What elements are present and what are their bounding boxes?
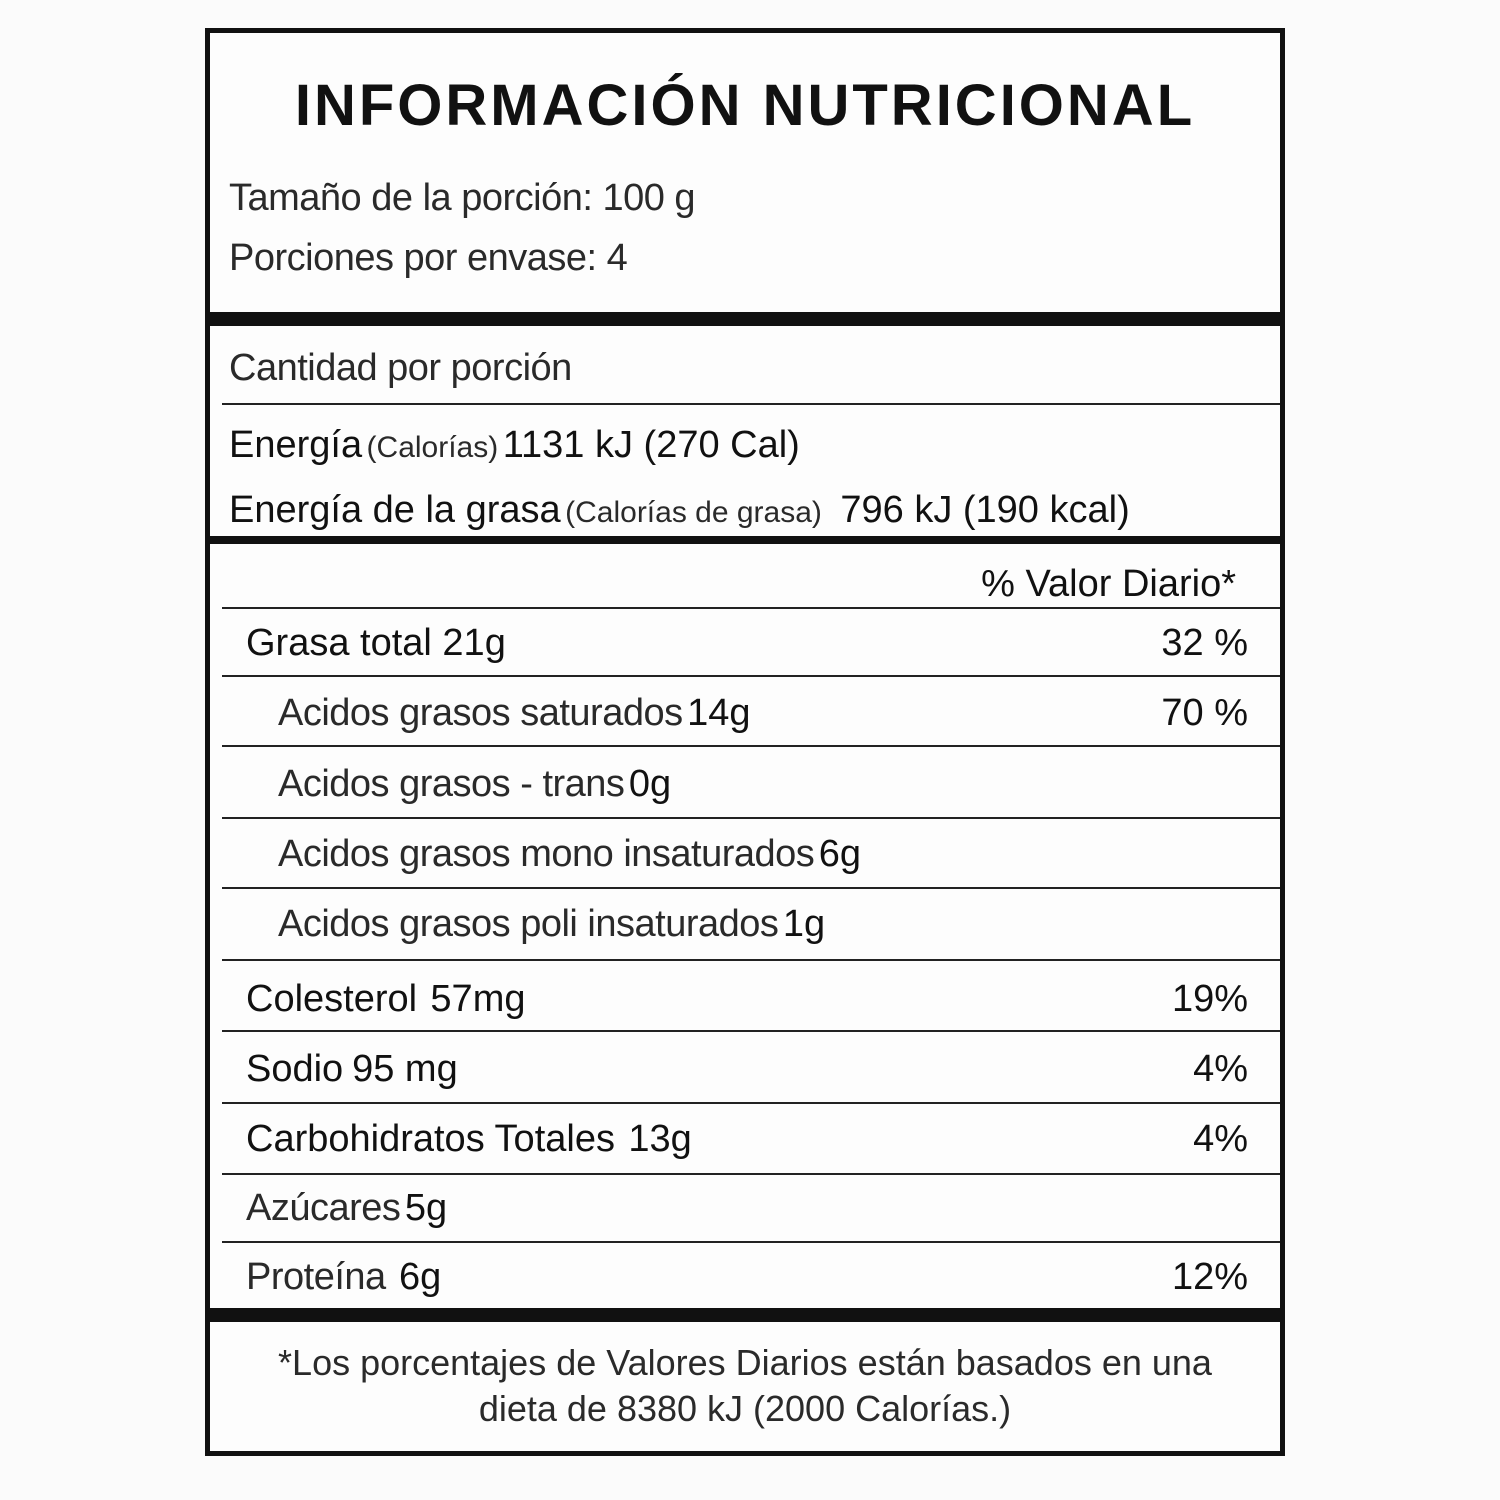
nutrient-row-cholesterol: Colesterol 57mg 19% [222,965,1248,1033]
nutrient-amount: 13g [628,1117,692,1160]
divider [222,817,1280,819]
nutrient-label: Acidos grasos saturados [278,691,683,734]
nutrient-amount: 5g [404,1186,448,1229]
nutrient-pct: 4% [1193,1117,1248,1160]
nutrient-row-mono: Acidos grasos mono insaturados 6g [222,820,1248,888]
nutrient-pct: 12% [1171,1255,1248,1298]
fat-energy-sub: (Calorías de grasa) [565,496,822,529]
nutrient-label: Proteína [246,1255,386,1298]
nutrient-row-saturated: Acidos grasos saturados 14g 70 % [222,679,1248,747]
nutrient-row-poly: Acidos grasos poli insaturados 1g [222,890,1248,958]
nutrition-label-frame [205,28,1285,1456]
divider [222,1030,1280,1032]
divider [222,887,1280,889]
divider [222,745,1280,747]
nutrient-row-sodium: Sodio 95 mg 4% [222,1035,1248,1103]
serving-size: Tamaño de la porción: 100 g [229,177,696,219]
nutrient-label: Carbohidratos Totales [246,1117,615,1160]
nutrient-label: Colesterol [246,977,418,1020]
divider [222,607,1280,609]
energy-sub: (Calorías) [366,431,499,464]
nutrient-amount: 6g [818,832,862,875]
nutrient-row-carbs: Carbohidratos Totales 13g 4% [222,1105,1248,1173]
fat-energy-row: Energía de la grasa (Calorías de grasa) … [229,489,1130,532]
divider [222,1173,1280,1175]
nutrient-amount: 95 mg [352,1047,458,1090]
footnote-line-2: dieta de 8380 kJ (2000 Calorías.) [478,1388,1012,1429]
divider-thick [205,1308,1285,1322]
nutrient-amount: 6g [399,1255,442,1298]
nutrient-pct: 4% [1193,1047,1248,1090]
divider [222,1241,1280,1243]
nutrient-pct: 70 % [1161,691,1248,734]
fat-energy-value: 796 kJ (190 kcal) [840,489,1130,531]
nutrient-label: Acidos grasos - trans [278,762,625,805]
fat-energy-label: Energía de la grasa [229,489,561,531]
nutrient-pct: 19% [1171,977,1248,1020]
nutrient-label: Acidos grasos mono insaturados [278,832,815,875]
divider-thick [205,312,1285,326]
divider [222,403,1280,405]
nutrient-label: Grasa total 21g [246,621,506,664]
divider-thick [205,536,1285,544]
footnote: *Los porcentajes de Valores Diarios está… [205,1340,1285,1432]
nutrient-row-total-fat: Grasa total 21g 32 % [222,609,1248,677]
footnote-line-1: *Los porcentajes de Valores Diarios está… [278,1342,1212,1383]
nutrient-label: Acidos grasos poli insaturados [278,902,779,945]
nutrient-amount: 14g [687,691,751,734]
divider [222,959,1280,961]
energy-row: Energía (Calorías) 1131 kJ (270 Cal) [229,424,800,467]
nutrient-label: Azúcares [246,1186,401,1229]
servings-per-container: Porciones por envase: 4 [229,237,628,279]
nutrient-pct: 32 % [1161,621,1248,664]
nutrient-amount: 57mg [430,977,526,1020]
nutrient-amount: 1g [782,902,826,945]
energy-label: Energía [229,424,363,466]
energy-value: 1131 kJ (270 Cal) [502,424,800,466]
divider [222,675,1280,677]
nutrient-amount: 0g [628,762,672,805]
divider [222,1102,1280,1104]
nutrient-row-protein: Proteína 6g 12% [222,1243,1248,1311]
nutrient-row-sugars: Azúcares 5g [222,1174,1248,1242]
nutrient-row-trans: Acidos grasos - trans 0g [222,750,1248,818]
label-title: INFORMACIÓN NUTRICIONAL [294,73,1196,138]
nutrient-label: Sodio [246,1047,344,1090]
daily-value-header: % Valor Diario* [981,563,1236,605]
amount-per-serving: Cantidad por porción [229,347,572,389]
